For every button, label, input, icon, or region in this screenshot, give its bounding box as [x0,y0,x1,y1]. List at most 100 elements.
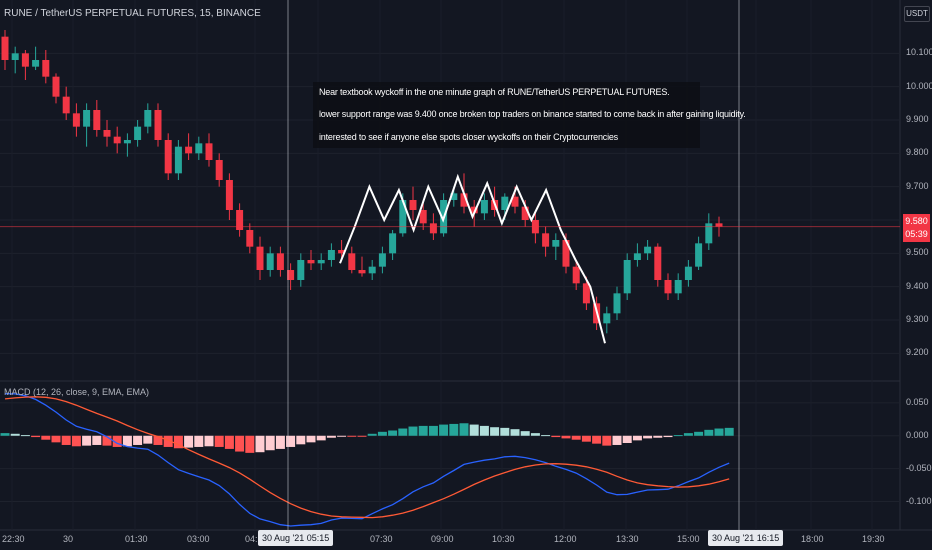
macd-histogram-bar [143,435,153,444]
candle-body [1,36,9,60]
macd-histogram-bar [449,423,459,436]
macd-histogram-bar [459,423,469,436]
price-axis-label: 9.300 [906,314,929,324]
candle-body [695,243,703,267]
candle-body [480,200,488,214]
candle-body [93,110,101,130]
macd-histogram-bar [82,435,92,446]
candle-body [552,240,560,247]
time-axis-label: 01:30 [125,534,148,544]
candle-body [205,143,213,160]
time-axis-label: 09:00 [431,534,454,544]
macd-histogram-bar [102,435,112,446]
candle-body [62,96,70,114]
macd-histogram-bar [306,435,316,443]
crosshair-time-left: 30 Aug '21 05:15 [258,530,334,546]
candle-body [562,240,570,267]
macd-histogram-bar [41,435,51,440]
candle-body [389,233,397,254]
time-axis-label: 07:30 [370,534,393,544]
macd-histogram-bar [377,431,387,436]
macd-histogram-bar [602,435,612,446]
candle-body [633,253,641,260]
candle-body [215,160,223,180]
macd-axis-label: -0.050 [906,462,932,473]
macd-histogram-bar [408,426,418,436]
candle-body [450,193,458,200]
current-price-label: 9.580 [905,216,928,226]
macd-histogram-bar [428,425,438,436]
macd-histogram-bar [704,429,714,436]
macd-histogram-bar [224,435,234,449]
candle-body [460,193,468,207]
macd-histogram-bar [245,435,255,453]
candle-body [358,270,366,274]
macd-histogram-bar [133,435,143,445]
wyckoff-drawing [339,173,606,344]
candle-body [338,250,346,254]
macd-histogram-bar [51,435,61,443]
candle-body [103,130,111,137]
candle-body [327,250,335,260]
macd-histogram-bar [122,435,132,447]
macd-histogram-bar [326,435,336,438]
candle-body [429,223,437,234]
candle-body [542,233,550,247]
candle-body [603,313,611,324]
candle-body [572,266,580,284]
macd-histogram-bar [163,435,173,447]
macd-histogram-bar [194,435,204,447]
candle-body [378,253,386,267]
candle-body [582,283,590,304]
candle-body [623,260,631,294]
macd-histogram-bar [551,435,561,438]
candle-body [164,140,172,174]
price-axis-label: 9.400 [906,280,929,291]
candle-body [134,126,142,140]
macd-histogram-bar [490,427,500,436]
macd-histogram-bar [622,435,632,443]
candle-body [276,253,284,270]
macd-axis-label: -0.100 [906,495,932,506]
price-axis-label: 9.500 [906,247,929,258]
macd-histogram-bar [479,425,489,436]
macd-histogram-bar [592,435,602,444]
candle-body [195,143,203,154]
candle-body [287,270,295,280]
macd-histogram-bar [112,435,122,447]
candle-body [511,196,519,207]
macd-histogram-bar [347,435,357,437]
macd-histogram-bar [653,435,663,438]
macd-histogram-bar [663,435,673,438]
currency-badge[interactable]: USDT [904,6,930,22]
price-axis-label: 9.800 [906,147,929,158]
macd-histogram-bar [184,435,194,448]
macd-histogram-bar [357,435,367,437]
candle-body [266,253,274,270]
macd-histogram-bar [724,427,734,436]
macd-histogram-bar [337,435,347,437]
chart-title: RUNE / TetherUS PERPETUAL FUTURES, 15, B… [4,8,261,19]
candle-body [297,260,305,280]
annotation-box[interactable]: Near textbook wyckoff in the one minute … [313,82,746,148]
macd-axis-label: 0.050 [906,396,929,407]
candle-body [399,200,407,234]
price-axis-label: 9.700 [906,180,929,191]
candle-body [348,253,356,270]
macd-histogram-bar [255,435,265,453]
macd-histogram-bar [204,435,214,447]
macd-histogram-bar [520,431,530,436]
time-axis-label: 13:30 [616,534,639,544]
time-axis-label: 18:00 [801,534,824,544]
candle-body [705,223,713,244]
price-axis-label: 10.100 [906,47,932,58]
macd-histogram-bar [235,435,245,452]
macd-histogram-bar [20,435,30,437]
macd-histogram-bar [541,435,551,437]
candle-body [715,223,723,227]
candle-body [144,110,152,127]
candle-body [42,60,50,77]
macd-histogram-bar [388,430,398,436]
time-axis-label: 22:30 [2,534,25,544]
time-axis-label: 15:00 [677,534,700,544]
